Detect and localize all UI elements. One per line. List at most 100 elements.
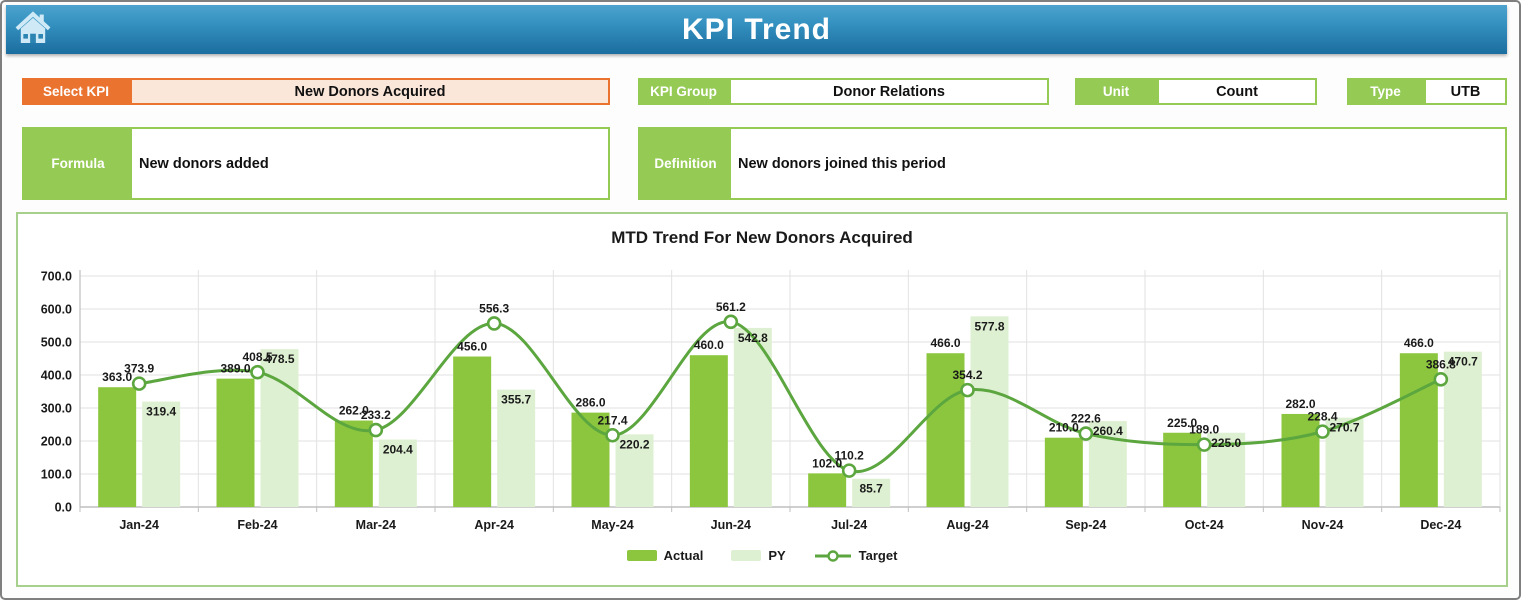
- actual-bar: [926, 353, 965, 507]
- unit-label: Unit: [1075, 78, 1157, 105]
- actual-value-label: 225.0: [1167, 416, 1197, 430]
- month-label: Feb-24: [237, 518, 277, 532]
- type-value: UTB: [1424, 78, 1507, 105]
- py-bar: [142, 401, 181, 507]
- chart-title: MTD Trend For New Donors Acquired: [611, 228, 913, 247]
- month-label: Jan-24: [119, 518, 159, 532]
- target-marker: [1196, 437, 1212, 452]
- y-axis-label: 200.0: [41, 435, 72, 449]
- py-value-label: 204.4: [383, 443, 413, 457]
- legend-item-py: PY: [731, 548, 786, 563]
- page-title: KPI Trend: [681, 12, 832, 46]
- py-value-label: 542.8: [738, 331, 768, 345]
- month-label: Jun-24: [711, 518, 751, 532]
- py-bar: [733, 327, 772, 507]
- target-marker: [250, 364, 265, 380]
- y-axis-label: 0.0: [55, 501, 72, 515]
- month-label: Jul-24: [831, 518, 867, 532]
- trend-chart-panel: MTD Trend For New Donors Acquired 0.0 100…: [16, 212, 1508, 587]
- kpi-group-label: KPI Group: [638, 78, 729, 105]
- actual-value-label: 460.0: [694, 338, 724, 352]
- py-value-label: 85.7: [859, 482, 883, 496]
- y-axis-label: 100.0: [41, 468, 72, 482]
- target-marker: [486, 316, 502, 331]
- target-value-label: 189.0: [1189, 423, 1219, 437]
- formula-label: Formula: [24, 129, 132, 198]
- target-value-label: 354.2: [952, 368, 982, 382]
- actual-value-label: 102.0: [812, 456, 842, 470]
- target-value-label: 228.4: [1307, 410, 1337, 424]
- definition-label: Definition: [640, 129, 731, 198]
- py-bar: [497, 389, 536, 507]
- actual-value-label: 466.0: [930, 336, 960, 350]
- py-value-label: 470.7: [1448, 355, 1478, 369]
- py-value-label: 270.7: [1329, 421, 1359, 435]
- legend-label-target: Target: [858, 548, 898, 563]
- actual-bar: [1399, 353, 1438, 507]
- target-marker: [723, 314, 739, 330]
- legend-label-actual: Actual: [663, 548, 704, 563]
- y-axis-label: 700.0: [41, 270, 72, 284]
- legend-item-target: Target: [814, 548, 898, 563]
- target-marker: [131, 376, 147, 391]
- actual-value-label: 363.0: [102, 370, 132, 384]
- py-value-label: 478.5: [264, 352, 294, 366]
- actual-value-label: 456.0: [457, 340, 487, 354]
- py-bar: [1443, 351, 1482, 507]
- month-label: Sep-24: [1065, 518, 1106, 532]
- home-button[interactable]: [12, 9, 54, 51]
- target-value-label: 110.2: [834, 449, 864, 463]
- month-label: Nov-24: [1302, 518, 1344, 532]
- target-marker: [841, 463, 857, 478]
- actual-bar: [1044, 437, 1083, 507]
- month-label: Oct-24: [1185, 518, 1224, 532]
- py-value-label: 220.2: [619, 437, 649, 451]
- chart-legend: Actual PY Target: [18, 548, 1506, 563]
- py-swatch-icon: [731, 550, 762, 561]
- target-marker: [960, 382, 975, 398]
- py-bar: [378, 439, 417, 507]
- month-label: May-24: [591, 518, 633, 532]
- target-value-label: 373.9: [124, 362, 154, 376]
- py-bar: [970, 316, 1009, 507]
- month-label: Apr-24: [474, 518, 514, 532]
- y-axis-label: 300.0: [41, 402, 72, 416]
- py-value-label: 260.4: [1093, 424, 1123, 438]
- header-bar: KPI Trend: [6, 5, 1507, 54]
- actual-value-label: 282.0: [1285, 397, 1315, 411]
- legend-label-py: PY: [768, 548, 786, 563]
- target-marker: [1433, 372, 1449, 387]
- target-line-icon: [814, 549, 851, 562]
- actual-bar: [1281, 413, 1320, 507]
- actual-swatch-icon: [626, 550, 657, 561]
- formula-box: Formula New donors added: [22, 127, 610, 200]
- py-bar: [852, 478, 891, 507]
- actual-value-label: 286.0: [575, 396, 605, 410]
- actual-value-label: 466.0: [1404, 336, 1434, 350]
- target-value-label: 556.3: [479, 301, 509, 315]
- month-label: Aug-24: [946, 518, 988, 532]
- select-kpi-dropdown[interactable]: New Donors Acquired: [130, 78, 610, 105]
- unit-value: Count: [1157, 78, 1317, 105]
- kpi-group-value: Donor Relations: [729, 78, 1049, 105]
- y-axis-label: 400.0: [41, 369, 72, 383]
- target-value-label: 222.6: [1071, 412, 1101, 426]
- trend-chart: 0.0 100.0 200.0 300.0 400.0 500.0 600.0 700.0 Ja…: [41, 270, 1501, 532]
- actual-value-label: 210.0: [1049, 421, 1079, 435]
- py-bar: [615, 434, 654, 507]
- y-axis-label: 600.0: [41, 303, 72, 317]
- y-axis-label: 500.0: [41, 336, 72, 350]
- target-value-label: 408.5: [242, 350, 272, 364]
- actual-value-label: 389.0: [220, 362, 250, 376]
- legend-item-actual: Actual: [626, 548, 704, 563]
- actual-bar: [808, 473, 847, 507]
- actual-value-label: 262.0: [339, 404, 369, 418]
- py-value-label: 577.8: [974, 319, 1004, 333]
- home-icon: [14, 9, 52, 52]
- target-marker: [1078, 426, 1094, 441]
- py-value-label: 355.7: [501, 393, 531, 407]
- month-label: Mar-24: [356, 518, 396, 532]
- select-kpi-label: Select KPI: [22, 78, 130, 105]
- actual-bar: [334, 420, 373, 507]
- target-marker: [1315, 424, 1330, 439]
